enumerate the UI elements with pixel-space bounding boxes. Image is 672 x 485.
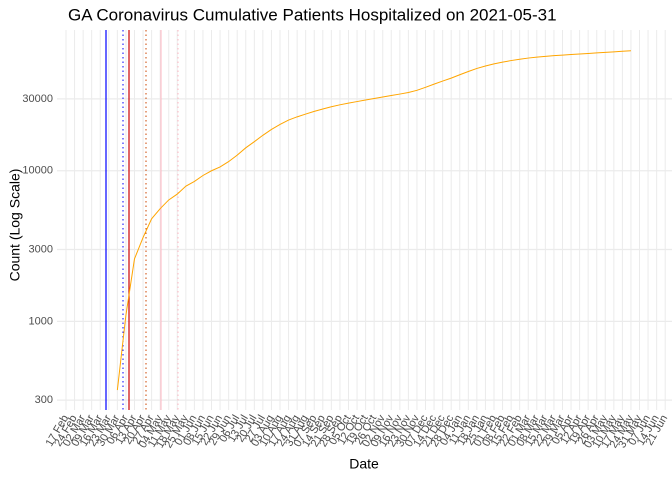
data-line (116, 50, 631, 391)
y-tick-label: 300 (35, 394, 53, 406)
x-axis-label: Date (349, 456, 379, 472)
grid-layer (57, 30, 672, 410)
y-tick-label: 3000 (29, 243, 53, 255)
y-tick-label: 10000 (22, 165, 53, 177)
y-tick-label: 30000 (22, 93, 53, 105)
y-axis-label: Count (Log Scale) (7, 169, 23, 282)
y-tick-label: 1000 (29, 315, 53, 327)
chart-title: GA Coronavirus Cumulative Patients Hospi… (68, 5, 557, 24)
